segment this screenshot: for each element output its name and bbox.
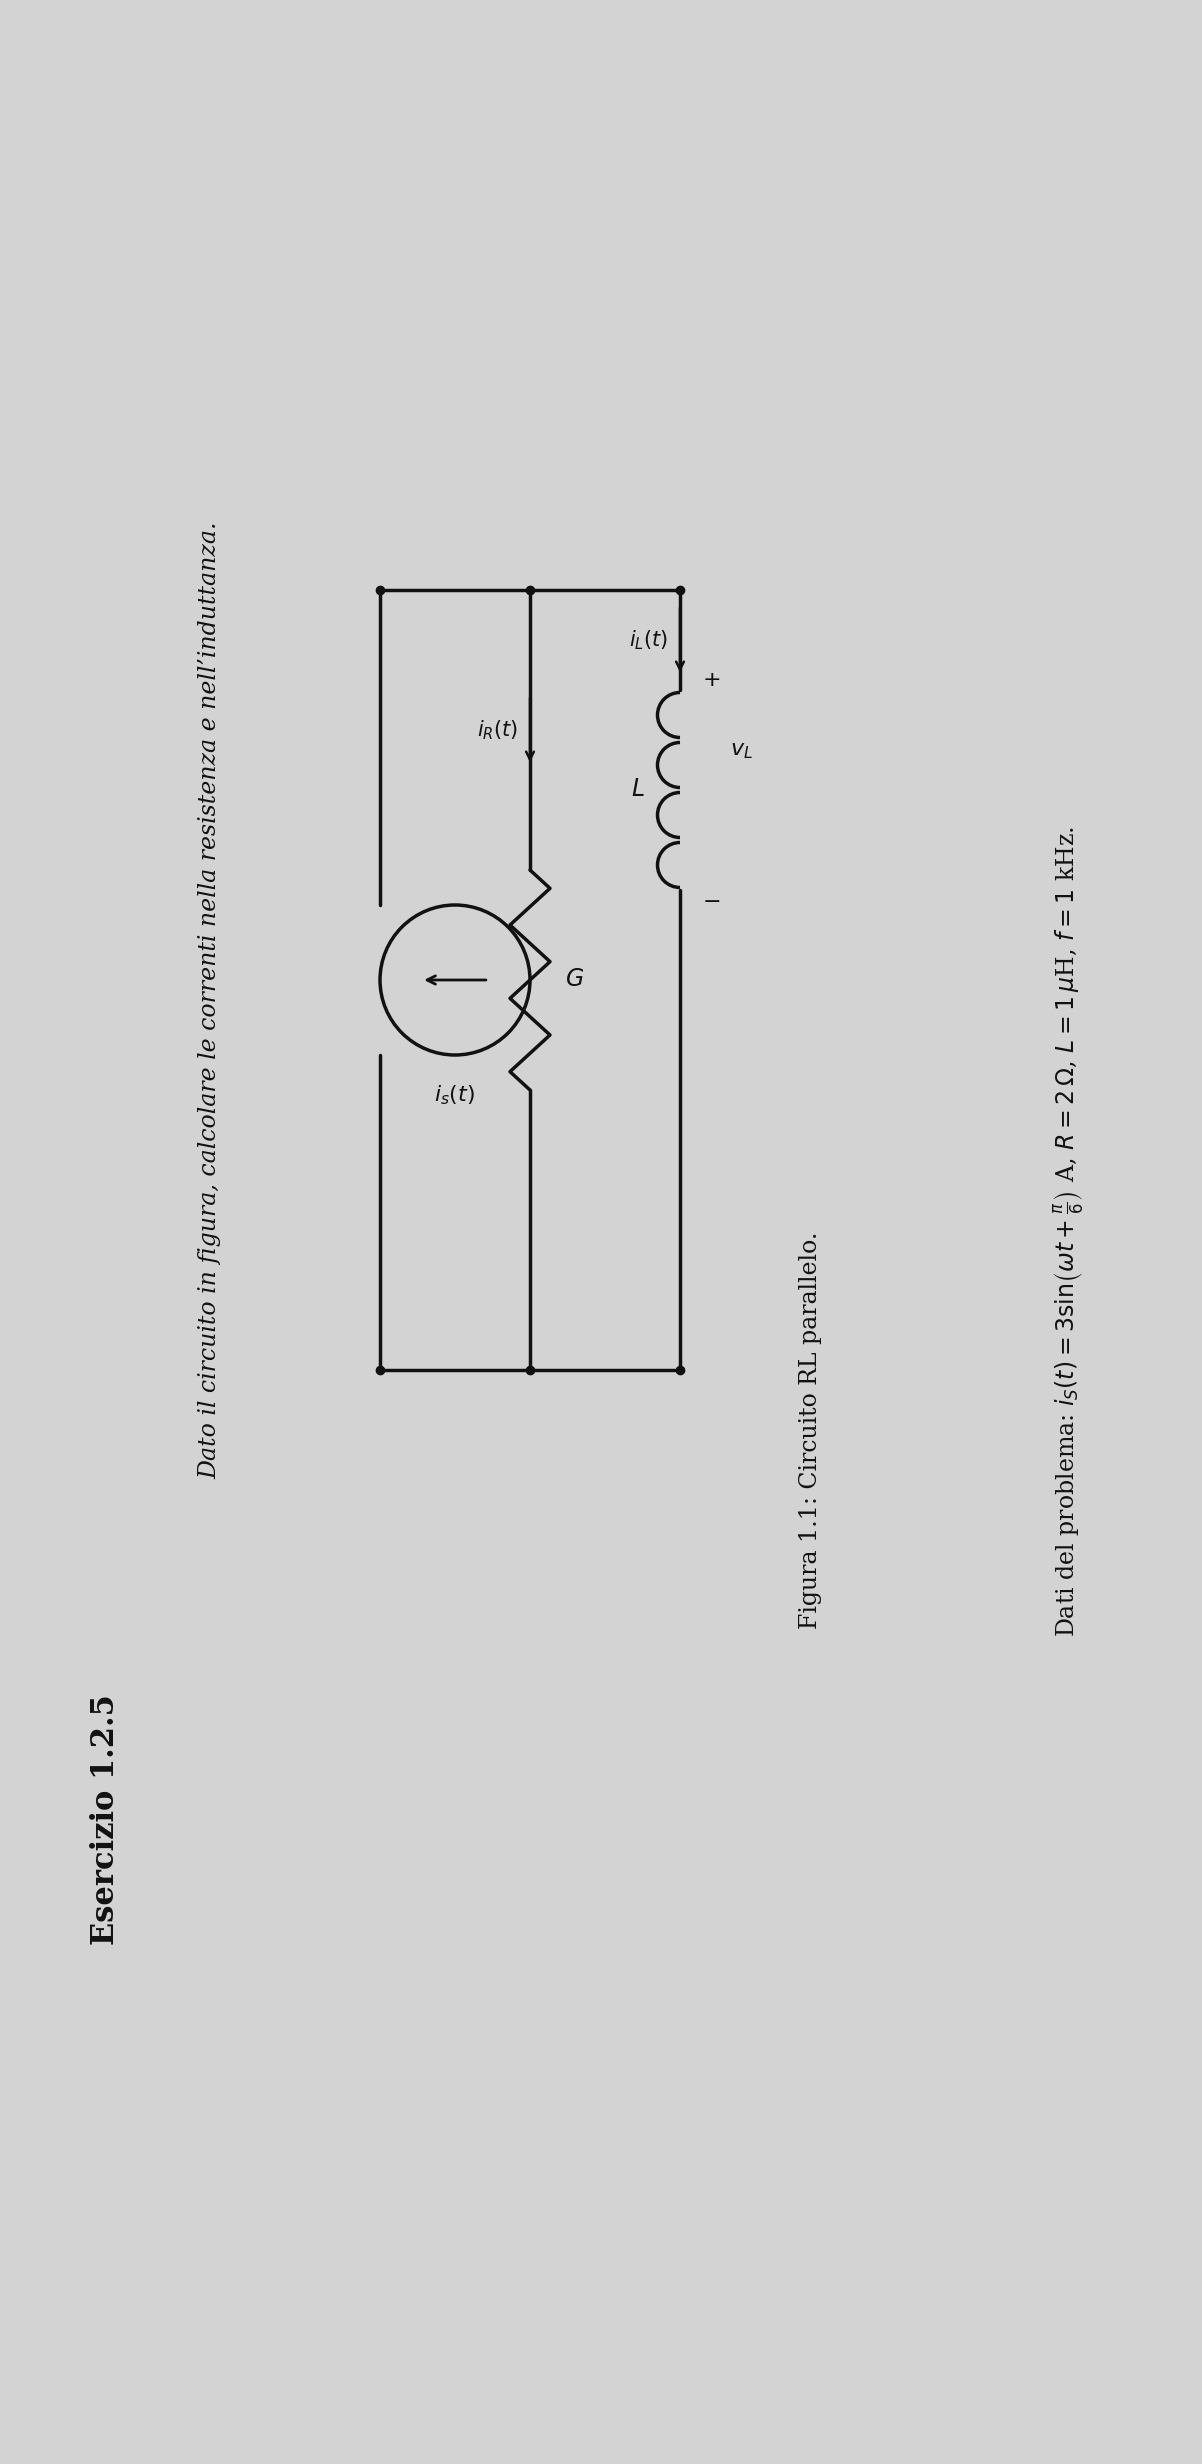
Text: $i_s(t)$: $i_s(t)$ (434, 1084, 476, 1106)
Text: $v_L$: $v_L$ (730, 739, 752, 761)
Text: $i_R(t)$: $i_R(t)$ (477, 717, 518, 742)
Text: $+$: $+$ (702, 670, 720, 690)
Text: Dato il circuito in figura, calcolare le correnti nella resistenza e nell’indutt: Dato il circuito in figura, calcolare le… (198, 522, 221, 1478)
Text: $G$: $G$ (565, 968, 584, 991)
Text: Figura 1.1: Circuito RL parallelo.: Figura 1.1: Circuito RL parallelo. (798, 1232, 821, 1629)
Text: $-$: $-$ (702, 890, 720, 912)
Text: $L$: $L$ (631, 779, 645, 801)
Text: $i_L(t)$: $i_L(t)$ (629, 628, 668, 653)
Text: Dati del problema: $i_S(t) = 3\sin\!\left(\omega t + \frac{\pi}{6}\right)$ A, $R: Dati del problema: $i_S(t) = 3\sin\!\lef… (1053, 825, 1087, 1639)
Text: Esercizio 1.2.5: Esercizio 1.2.5 (89, 1695, 120, 1947)
